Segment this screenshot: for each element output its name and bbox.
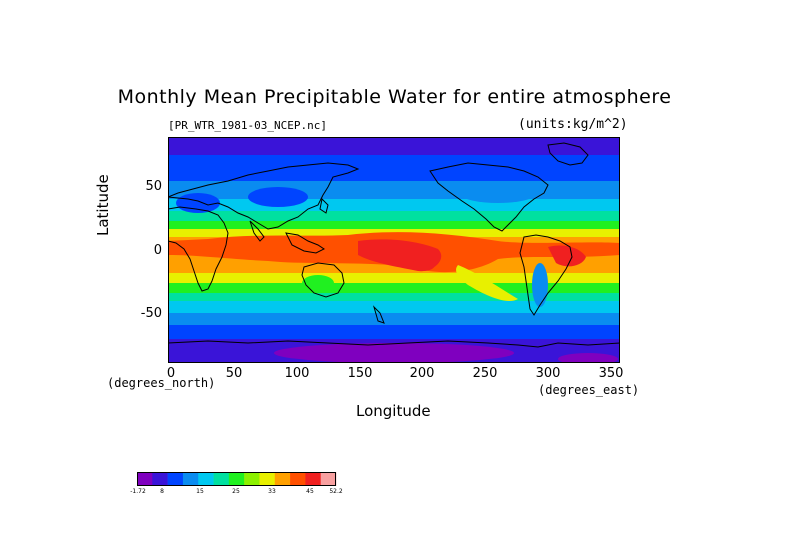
colorbar-tick-label: 15 xyxy=(196,488,204,495)
colorbar-tick-label: 25 xyxy=(232,488,240,495)
tibet-dry xyxy=(248,187,308,207)
australia-dry xyxy=(302,275,334,291)
warm-pool-core xyxy=(411,259,435,271)
map-frame xyxy=(168,137,620,363)
sahara-dry xyxy=(176,193,220,213)
colorbar-swatch xyxy=(290,472,306,486)
x-tick-label: 100 xyxy=(284,366,310,381)
andes-dry xyxy=(532,263,548,307)
band-warm-north xyxy=(168,211,620,223)
colorbar-swatch xyxy=(259,472,276,486)
y-axis-label: Latitude xyxy=(94,174,112,236)
x-tick-label: 150 xyxy=(347,366,373,381)
colorbar-swatch xyxy=(228,472,245,486)
india-outline xyxy=(249,220,265,242)
y-axis-units: (degrees_north) xyxy=(107,376,216,390)
japan-outline xyxy=(319,197,329,214)
band-subtropic-south xyxy=(168,301,620,315)
colorbar-swatch xyxy=(274,472,291,486)
band-subpolar-south xyxy=(168,325,620,341)
band-warm-south xyxy=(168,293,620,303)
antarctica-outline xyxy=(168,340,620,348)
y-tick-label: 0 xyxy=(153,243,162,258)
x-tick-label: 250 xyxy=(472,366,498,381)
band-green-north xyxy=(168,221,620,231)
x-tick-label: 350 xyxy=(598,366,624,381)
coastlines xyxy=(168,142,620,348)
band-subtropic-north xyxy=(168,199,620,213)
x-axis-units: (degrees_east) xyxy=(538,383,640,397)
band-subpolar-north xyxy=(168,155,620,185)
amazon-moisture xyxy=(548,245,586,267)
colorbar-tick-label: 52.2 xyxy=(329,488,343,495)
north-america-outline xyxy=(429,162,549,232)
colorbar-tick-label: 33 xyxy=(268,488,276,495)
band-green-south xyxy=(168,283,620,295)
x-tick-label: 200 xyxy=(409,366,435,381)
band-arctic xyxy=(168,137,620,159)
units-label: (units:kg/m^2) xyxy=(518,117,628,132)
x-axis-label: Longitude xyxy=(356,402,431,420)
colorbar-tick-label: 45 xyxy=(306,488,314,495)
y-tick-label: 50 xyxy=(145,179,162,194)
australia-outline xyxy=(301,262,345,298)
x-tick-label: 0 xyxy=(166,366,176,381)
new-zealand-outline xyxy=(372,305,385,324)
colorbar-swatch xyxy=(213,472,230,486)
colorbar-swatch xyxy=(320,472,337,486)
colorbar-tick-label: -1.72 xyxy=(130,488,146,495)
dataset-filename: [PR_WTR_1981-03_NCEP.nc] xyxy=(168,119,327,132)
africa-outline xyxy=(168,206,229,292)
north-america-dry xyxy=(462,187,534,203)
colorbar-swatch xyxy=(305,472,321,486)
colorbar-swatch xyxy=(198,472,214,486)
colorbar-swatch xyxy=(167,472,184,486)
antarctica-dry xyxy=(274,343,514,363)
colorbar-swatch xyxy=(137,472,153,486)
spcz-tongue xyxy=(456,265,518,302)
x-tick-label: 50 xyxy=(225,366,243,381)
colorbar-tick-label: 8 xyxy=(160,488,164,495)
antarctica-dry-east xyxy=(558,353,618,363)
indonesia-outline xyxy=(285,232,325,254)
colorbar-frame xyxy=(137,472,336,486)
y-tick-label: -50 xyxy=(140,306,162,321)
band-midlat-south xyxy=(168,313,620,327)
greenland-outline xyxy=(547,142,589,166)
eurasia-outline xyxy=(168,162,360,230)
colorbar xyxy=(137,472,337,486)
chart-title: Monthly Mean Precipitable Water for enti… xyxy=(117,86,672,108)
colorbar-swatch xyxy=(182,472,199,486)
colorbar-swatch xyxy=(152,472,168,486)
south-america-outline xyxy=(519,234,573,316)
precipitable-water-map xyxy=(168,137,620,363)
x-tick-label: 300 xyxy=(535,366,561,381)
colorbar-swatch xyxy=(244,472,260,486)
